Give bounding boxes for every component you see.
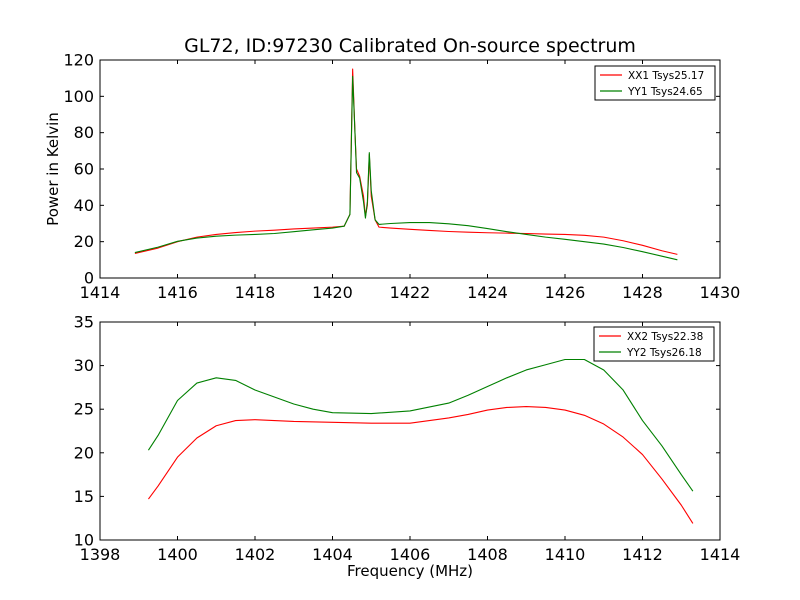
x-tick-label: 1430 (700, 283, 741, 302)
x-tick-label: 1414 (700, 545, 741, 564)
chart-panel-1: 1414 1416 1418 1420 1422 1424 1426 1428 1430 0 20 4… (44, 35, 740, 302)
legend-label: XX1 Tsys25.17 (628, 70, 704, 82)
x-tick-label: 1398 (80, 545, 121, 564)
x-tick-label: 1402 (235, 545, 276, 564)
x-tick-label: 1416 (157, 283, 198, 302)
x-tick-label: 1406 (390, 545, 431, 564)
x-tick-label: 1410 (545, 545, 586, 564)
y-tick-label: 30 (74, 356, 94, 375)
legend-box (593, 326, 715, 362)
x-tick-label: 1428 (622, 283, 663, 302)
y-tick-label: 20 (74, 232, 94, 251)
y-tick-label: 40 (74, 196, 94, 215)
y-tick-label: 10 (74, 531, 94, 550)
x-tick-label: 1418 (235, 283, 276, 302)
y-tick-label: 15 (74, 487, 94, 506)
series-line-2-1 (147, 406, 694, 524)
y-tick-label: 20 (74, 443, 94, 462)
series-line-2-2 (147, 358, 694, 492)
y-axis-label: Power in Kelvin (44, 112, 62, 226)
series-line-1-2 (134, 75, 678, 261)
x-tick-label: 1400 (157, 545, 198, 564)
panels: 1414 1416 1418 1420 1422 1424 1426 1428 1430 0 20 4… (44, 35, 740, 580)
y-tick-label: 60 (74, 160, 94, 179)
legend-label: XX2 Tsys22.38 (627, 331, 703, 343)
x-tick-label: 1414 (80, 283, 121, 302)
legend: XX2 Tsys22.38 YY2 Tsys26.18 (593, 326, 715, 362)
chart-panel-2: 1398 1400 1402 1404 1406 1408 1410 1412 1414 10 15… (74, 313, 741, 581)
x-tick-label: 1426 (545, 283, 586, 302)
x-tick-label: 1424 (467, 283, 508, 302)
x-tick-label: 1408 (467, 545, 508, 564)
legend-box (594, 65, 716, 101)
x-tick-label: 1412 (622, 545, 663, 564)
y-tick-label: 120 (63, 51, 94, 70)
y-tick-label: 35 (74, 313, 94, 332)
legend: XX1 Tsys25.17 YY1 Tsys24.65 (594, 65, 716, 101)
chart-title: GL72, ID:97230 Calibrated On-source spec… (184, 35, 636, 57)
y-tick-label: 0 (84, 269, 94, 288)
x-tick-label: 1422 (390, 283, 431, 302)
x-axis-label: Frequency (MHz) (347, 562, 473, 580)
x-tick-label: 1420 (312, 283, 353, 302)
y-tick-label: 25 (74, 400, 94, 419)
y-tick-label: 100 (63, 87, 94, 106)
legend-label: YY1 Tsys24.65 (627, 86, 703, 98)
y-tick-label: 80 (74, 123, 94, 142)
legend-label: YY2 Tsys26.18 (626, 347, 702, 359)
x-tick-label: 1404 (312, 545, 353, 564)
